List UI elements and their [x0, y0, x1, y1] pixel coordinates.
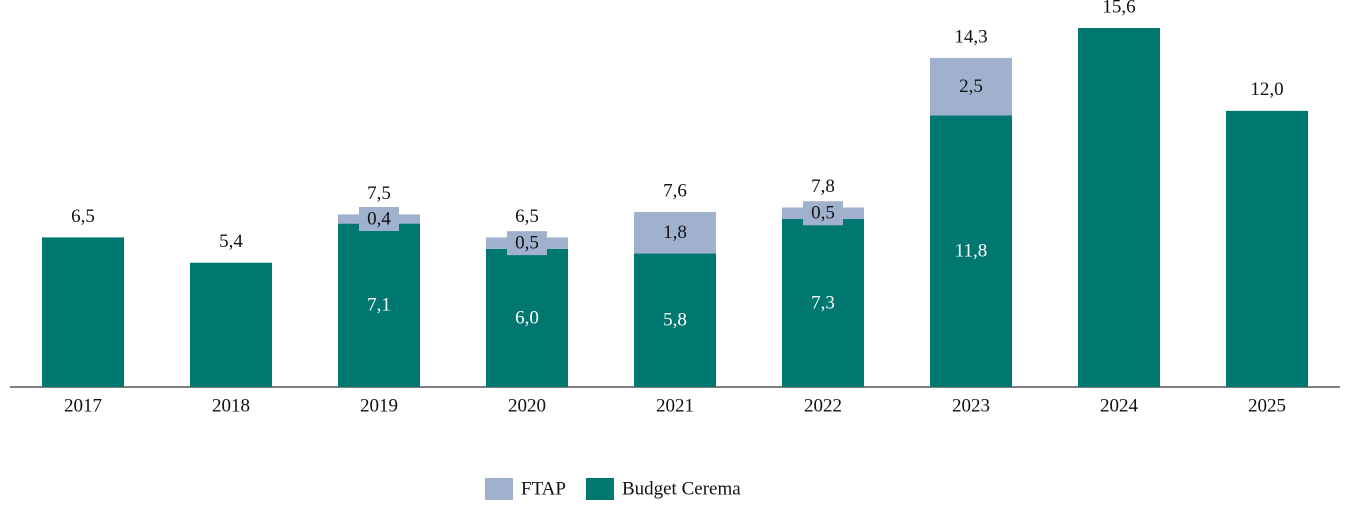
segment-label: 1,8	[663, 222, 687, 243]
label-box	[359, 207, 399, 232]
bar-segment	[1078, 28, 1160, 387]
legend-swatch	[485, 478, 513, 500]
label-box	[803, 201, 843, 226]
bar-segment	[42, 237, 124, 387]
bar-segment	[634, 253, 716, 387]
x-tick-label: 2022	[804, 395, 842, 416]
segment-label: 0,5	[811, 203, 835, 224]
x-tick-label: 2023	[952, 395, 990, 416]
x-tick-label: 2018	[212, 395, 250, 416]
bar-segment	[190, 262, 272, 387]
x-tick-label: 2021	[656, 395, 694, 416]
legend-label: Budget Cerema	[622, 478, 741, 499]
total-label: 15,6	[1102, 0, 1135, 17]
x-tick-label: 2017	[64, 395, 102, 416]
segment-label: 2,5	[959, 76, 983, 97]
bar-segment	[930, 115, 1012, 387]
total-label: 7,8	[811, 176, 835, 197]
label-box	[507, 231, 547, 256]
bar-segment	[338, 223, 420, 387]
x-tick-label: 2024	[1100, 395, 1139, 416]
segment-label: 0,4	[367, 208, 391, 229]
total-label: 5,4	[219, 231, 243, 252]
bar-segment	[782, 219, 864, 387]
legend-label: FTAP	[521, 478, 566, 499]
segment-label: 0,5	[515, 233, 539, 254]
segment-label: 11,8	[955, 241, 988, 262]
total-label: 7,6	[663, 180, 687, 201]
segment-label: 6,0	[515, 307, 539, 328]
x-tick-label: 2019	[360, 395, 398, 416]
bar-segment	[634, 212, 716, 254]
bar-segment	[486, 248, 568, 387]
bar-segment	[1226, 110, 1308, 387]
bar-segment	[930, 57, 1012, 116]
total-label: 14,3	[954, 26, 987, 47]
total-label: 6,5	[71, 206, 95, 227]
segment-label: 7,3	[811, 292, 835, 313]
total-label: 12,0	[1250, 79, 1283, 100]
total-label: 7,5	[367, 183, 391, 204]
total-label: 6,5	[515, 206, 539, 227]
x-tick-label: 2025	[1248, 395, 1286, 416]
segment-label: 5,8	[663, 310, 687, 331]
segment-label: 7,1	[367, 295, 391, 316]
legend-swatch	[585, 478, 614, 500]
x-tick-label: 2020	[508, 395, 546, 416]
